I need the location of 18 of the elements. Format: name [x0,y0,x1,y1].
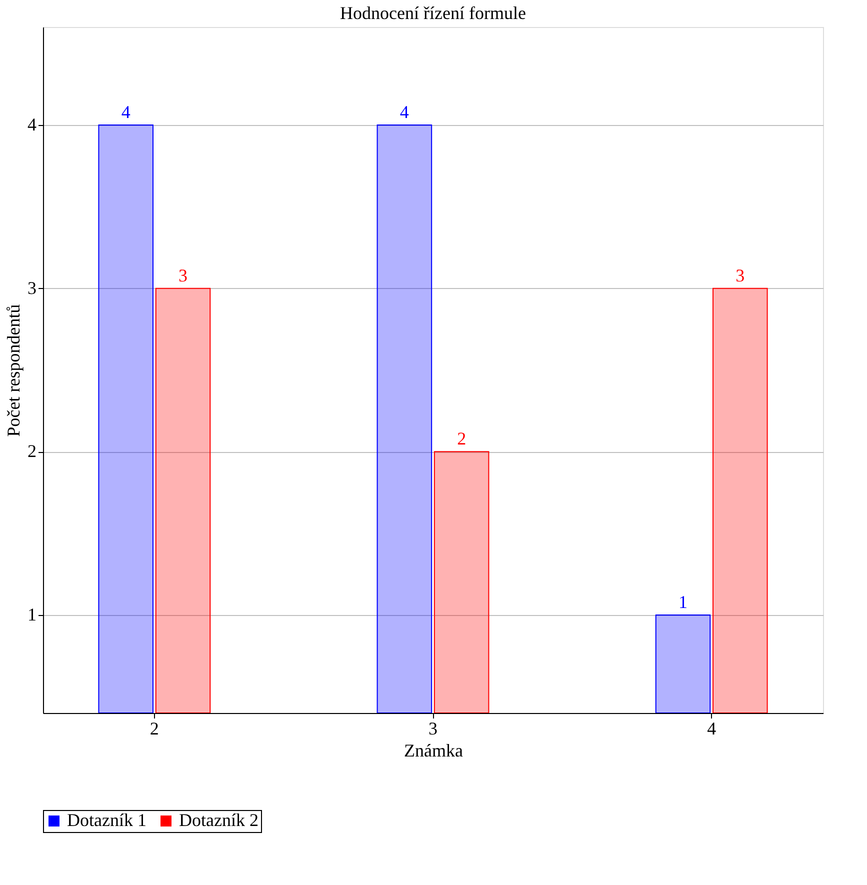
x-tick-label: 2 [150,718,159,738]
data-label: 4 [121,102,130,122]
y-tick-label: 4 [28,114,36,134]
x-axis-title: Známka [404,740,463,760]
x-tick-label: 4 [707,718,716,738]
y-axis-title: Počet respondentů [4,304,24,437]
data-label: 3 [736,265,745,286]
y-tick-label: 2 [28,441,36,462]
data-label: 1 [678,592,688,612]
x-tick-label: 3 [428,718,438,738]
data-label: 4 [400,102,409,122]
chart-title: Hodnocení řízení formule [340,3,526,23]
legend-label: Dotazník 1 [67,810,146,830]
y-tick-label: 1 [28,604,36,624]
y-tick-label: 3 [28,278,36,298]
legend-label: Dotazník 2 [179,810,258,830]
data-label: 2 [457,428,466,449]
data-label: 3 [178,265,188,286]
